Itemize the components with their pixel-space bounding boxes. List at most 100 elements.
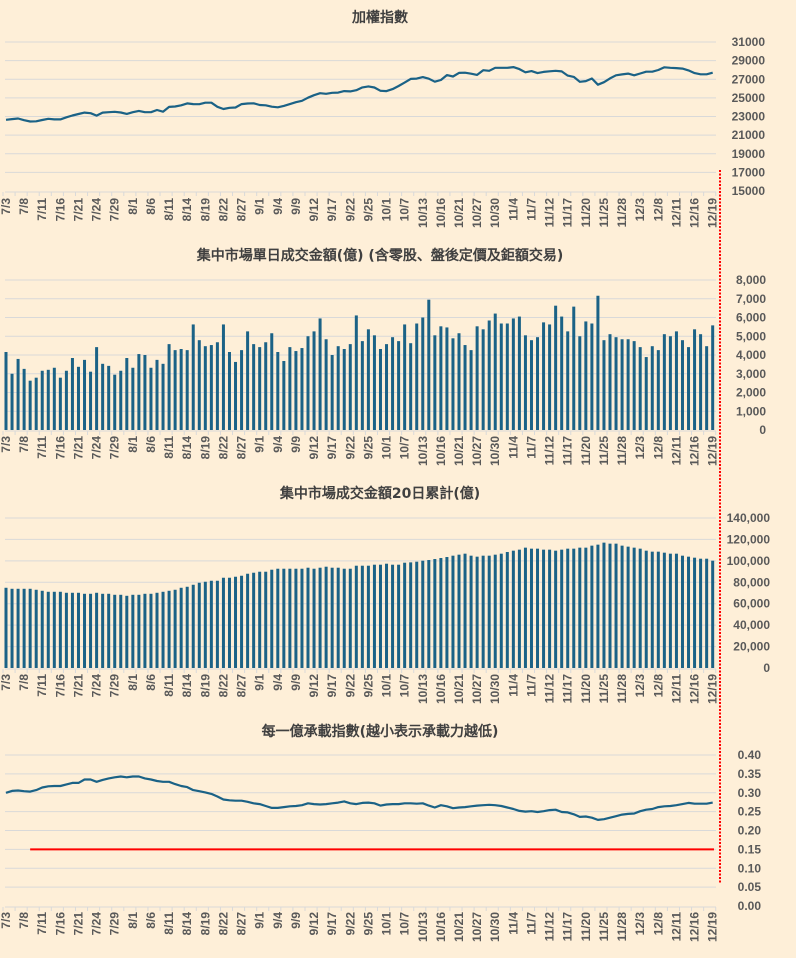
y-tick-label: 25000 bbox=[732, 91, 766, 105]
x-tick-label: 10/21 bbox=[452, 674, 466, 704]
bar bbox=[572, 548, 576, 668]
x-tick-label: 10/16 bbox=[434, 674, 448, 704]
bar bbox=[125, 358, 129, 430]
bar bbox=[324, 566, 328, 668]
x-tick-label: 9/17 bbox=[325, 198, 339, 222]
y-tick-label: 21000 bbox=[732, 128, 766, 142]
bar bbox=[517, 316, 521, 430]
bar bbox=[566, 331, 570, 430]
y-tick-label: 3,000 bbox=[736, 367, 766, 381]
bar bbox=[493, 554, 497, 668]
x-tick-label: 11/28 bbox=[615, 674, 629, 704]
bar bbox=[34, 589, 38, 668]
bar bbox=[203, 346, 207, 430]
series-line bbox=[5, 65, 713, 123]
x-tick-label: 11/7 bbox=[524, 436, 538, 459]
x-tick-label: 7/11 bbox=[35, 198, 49, 221]
x-tick-label: 9/9 bbox=[289, 198, 303, 215]
x-tick-label: 11/20 bbox=[579, 436, 593, 466]
y-tick-label: 0.40 bbox=[738, 748, 762, 762]
bar bbox=[505, 552, 509, 668]
bar bbox=[360, 565, 364, 668]
x-tick-label: 8/6 bbox=[144, 912, 158, 929]
x-tick-label: 7/11 bbox=[35, 912, 49, 935]
bar bbox=[40, 590, 44, 668]
bar bbox=[421, 560, 425, 668]
x-tick-label: 9/9 bbox=[289, 912, 303, 929]
bar bbox=[234, 361, 238, 430]
turnover-20d-chart: 集中市場成交金額20日累計(億) 140,000 120,000 100,000 80,… bbox=[0, 485, 770, 704]
bar bbox=[234, 576, 238, 668]
bar bbox=[385, 563, 389, 668]
x-tick-label: 11/4 bbox=[506, 198, 520, 221]
x-tick-label: 11/12 bbox=[543, 198, 557, 228]
x-tick-label: 8/27 bbox=[235, 198, 249, 222]
bar bbox=[246, 331, 250, 430]
bar bbox=[197, 582, 201, 668]
bar bbox=[294, 351, 298, 430]
bar bbox=[155, 592, 159, 668]
x-tick-label: 10/1 bbox=[380, 198, 394, 222]
bar bbox=[221, 324, 225, 430]
y-tick-label: 0.10 bbox=[738, 861, 762, 875]
bar bbox=[64, 592, 68, 668]
bar bbox=[699, 334, 703, 430]
bar bbox=[22, 588, 26, 668]
bar bbox=[656, 551, 660, 668]
bar bbox=[699, 558, 703, 668]
bar bbox=[34, 377, 38, 430]
bar bbox=[469, 350, 473, 430]
bar bbox=[481, 555, 485, 668]
bar bbox=[16, 358, 20, 430]
x-tick-label: 10/27 bbox=[470, 674, 484, 704]
bar bbox=[161, 363, 165, 430]
x-tick-label: 12/16 bbox=[688, 198, 702, 228]
x-tick-label: 10/30 bbox=[488, 198, 502, 228]
bar bbox=[276, 568, 280, 668]
bar bbox=[83, 359, 87, 430]
x-tick-label: 7/16 bbox=[53, 436, 67, 460]
bar bbox=[221, 577, 225, 668]
bar bbox=[336, 567, 340, 668]
x-tick-label: 10/1 bbox=[380, 436, 394, 460]
bar bbox=[572, 306, 576, 430]
x-tick-label: 8/14 bbox=[180, 912, 194, 936]
bar bbox=[179, 349, 183, 430]
bar bbox=[264, 342, 268, 430]
bar bbox=[264, 571, 268, 668]
bar bbox=[318, 318, 322, 430]
bar bbox=[191, 584, 195, 668]
bar bbox=[403, 324, 407, 430]
x-tick-label: 12/3 bbox=[633, 436, 647, 460]
bar bbox=[680, 555, 684, 668]
bar bbox=[300, 348, 304, 430]
x-tick-label: 8/11 bbox=[162, 674, 176, 697]
bar bbox=[427, 560, 431, 668]
bar bbox=[113, 374, 117, 430]
bar bbox=[10, 373, 14, 430]
x-tick-label: 11/4 bbox=[506, 912, 520, 935]
x-tick-label: 11/7 bbox=[524, 912, 538, 935]
bar bbox=[22, 368, 26, 430]
y-tick-label: 19000 bbox=[732, 147, 766, 161]
bar bbox=[89, 371, 93, 430]
chart-title: 每一億承載指數(越小表示承載力越低) bbox=[262, 723, 499, 740]
bar bbox=[517, 549, 521, 668]
y-tick-label: 4,000 bbox=[736, 348, 766, 362]
x-tick-label: 11/7 bbox=[524, 674, 538, 697]
x-tick-label: 9/1 bbox=[253, 198, 267, 215]
index-chart: 加權指數 31000 29000 27000 25000 23000 21000 19000 1… bbox=[0, 9, 765, 228]
x-tick-label: 11/20 bbox=[579, 198, 593, 228]
y-tick-label: 17000 bbox=[732, 165, 766, 179]
bar bbox=[451, 338, 455, 430]
x-tick-label: 8/19 bbox=[198, 198, 212, 222]
bar bbox=[542, 549, 546, 668]
bar bbox=[499, 323, 503, 430]
capacity-index-chart: 每一億承載指數(越小表示承載力越低) 0.40 0.35 0.30 0.25 0.20 0.… bbox=[0, 723, 761, 942]
x-tick-label: 8/1 bbox=[126, 436, 140, 453]
x-tick-label: 7/21 bbox=[71, 436, 85, 460]
x-tick-label: 9/17 bbox=[325, 436, 339, 460]
bar bbox=[149, 593, 153, 668]
x-tick-label: 12/3 bbox=[633, 674, 647, 698]
bar bbox=[536, 337, 540, 430]
